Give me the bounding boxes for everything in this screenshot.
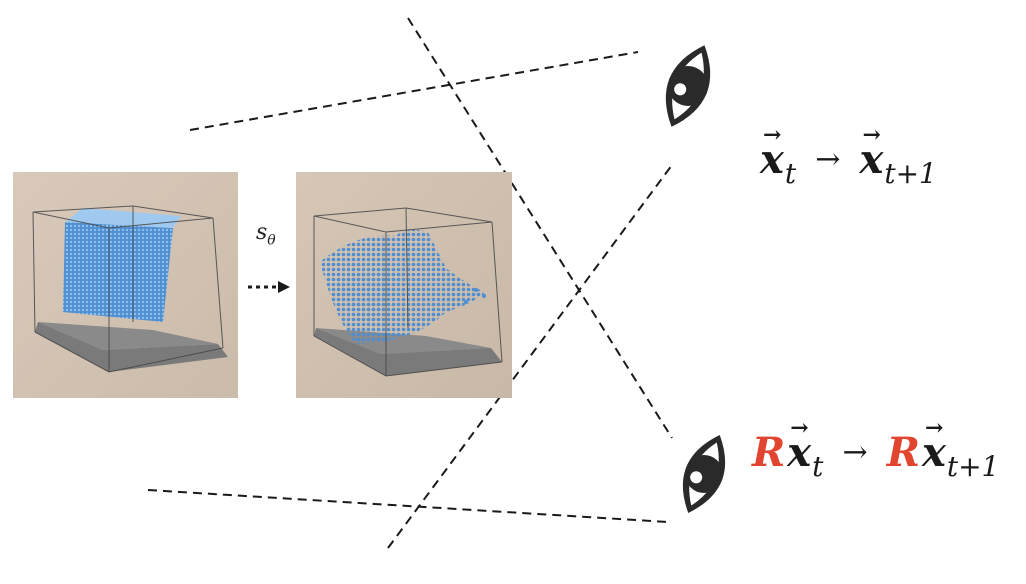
subscript-t-plus-1: t+1 [947,450,1000,483]
model-label: sθ [256,220,276,248]
dotted-arrow-icon [248,281,290,293]
eye-icon-top [653,38,723,135]
fluid-block-image [13,172,238,398]
fluid-splash-image [296,172,512,398]
vector-x-t1: → x [859,140,883,180]
vector-x-t: → x [760,140,784,180]
equation-observer: → xt → → xt+1 [760,140,937,188]
vector-x-t1: → x [922,433,946,473]
subscript-t-plus-1: t+1 [884,157,937,190]
arrow-symbol: → [815,142,840,177]
rotation-symbol: R [752,429,785,476]
arrow-symbol: → [842,435,867,470]
equation-rotated-observer: R → xt → R → xt+1 [752,433,999,481]
eye-icon-bottom [671,428,738,520]
vector-x-t: → x [787,433,811,473]
subscript-t: t [785,157,796,190]
subscript-t: t [812,450,823,483]
rotation-symbol-rhs: R [887,429,920,476]
simulation-panel-next [296,172,512,398]
dashed-line-top-viewray [190,52,638,130]
simulation-panel-initial [13,172,238,398]
dashed-line-bottom-viewray [148,490,668,522]
